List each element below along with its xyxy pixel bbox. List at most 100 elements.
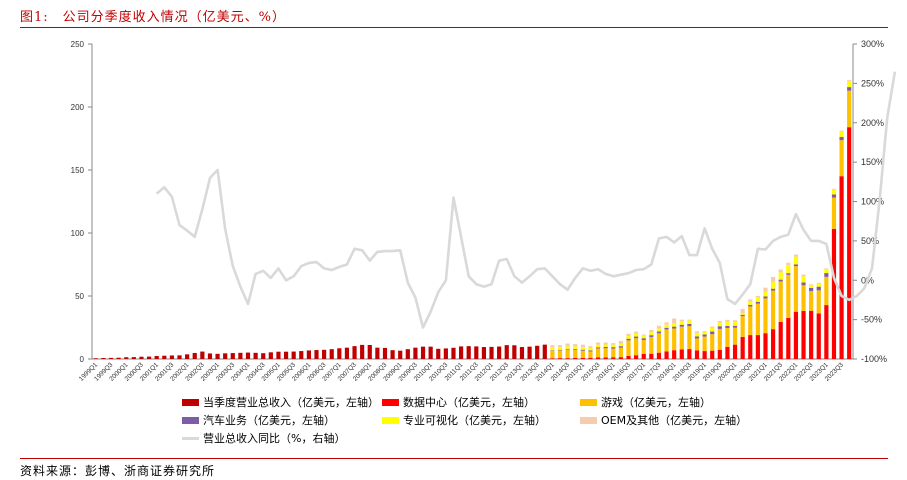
oem-other-bar [771, 276, 776, 283]
legend-item-total-revenue: 当季度营业总收入（亿美元，左轴） [182, 394, 379, 410]
total-revenue-bar [215, 353, 220, 359]
pro-viz-bar [641, 335, 646, 339]
legend-item-yoy-growth: 营业总收入同比（%，右轴） [182, 430, 345, 446]
total-revenue-bar [451, 347, 456, 359]
figure-label: 图1: [20, 10, 49, 25]
total-revenue-bar [238, 352, 243, 359]
pro-viz-bar [573, 346, 578, 349]
legend-swatch [382, 398, 399, 406]
legend-label: 当季度营业总收入（亿美元，左轴） [203, 396, 379, 409]
oem-other-bar [755, 296, 760, 298]
data-center-bar [717, 349, 722, 359]
data-center-bar [740, 336, 745, 359]
pro-viz-bar [557, 347, 563, 350]
left-tick-label: 50 [75, 292, 84, 301]
pro-viz-bar [702, 331, 707, 335]
total-revenue-bar [276, 351, 281, 359]
left-tick-label: 250 [71, 40, 85, 49]
gaming-bar [801, 285, 806, 311]
data-center-bar [824, 305, 829, 359]
pro-viz-bar [748, 301, 753, 305]
oem-other-bar [573, 344, 578, 347]
data-center-bar [649, 353, 654, 359]
left-tick-label: 0 [80, 355, 85, 364]
oem-other-bar [550, 345, 555, 348]
figure-caption: 公司分季度收入情况（亿美元、%） [62, 10, 287, 25]
total-revenue-bar [436, 348, 441, 359]
gaming-bar [588, 351, 593, 358]
pro-viz-bar [656, 328, 662, 332]
pro-viz-bar [687, 320, 692, 324]
oem-other-bar [778, 269, 783, 273]
automotive-bar [748, 304, 753, 307]
data-center-bar [710, 350, 715, 359]
gaming-bar [816, 290, 821, 314]
total-revenue-bar [306, 350, 311, 359]
total-revenue-bar [519, 347, 525, 359]
right-tick-label: -100% [861, 354, 887, 364]
data-center-bar [672, 350, 677, 359]
automotive-bar [618, 346, 623, 348]
pro-viz-bar [809, 285, 814, 288]
gaming-bar [831, 197, 837, 229]
automotive-bar [580, 349, 585, 351]
oem-other-bar [740, 308, 745, 314]
oem-other-bar [641, 334, 646, 336]
data-center-bar [725, 346, 730, 359]
legend-label: 专业可视化（亿美元，左轴） [403, 414, 546, 427]
automotive-bar [732, 325, 738, 328]
oem-other-bar [702, 331, 707, 332]
total-revenue-bar [512, 345, 517, 359]
data-center-bar [839, 176, 844, 359]
total-revenue-bar [405, 349, 410, 359]
gaming-bar [679, 326, 684, 350]
data-center-bar [618, 357, 623, 359]
gaming-bar [611, 348, 616, 358]
oem-other-bar [595, 342, 601, 345]
total-revenue-bar [291, 351, 296, 359]
gaming-bar [656, 333, 662, 353]
oem-other-bar [801, 274, 806, 277]
legend-swatch [382, 416, 399, 424]
oem-other-bar [611, 343, 616, 345]
data-center-bar [611, 357, 616, 359]
right-tick-label: 250% [861, 78, 884, 88]
data-center-bar [679, 349, 684, 359]
legend-swatch [580, 398, 597, 406]
automotive-bar [634, 336, 639, 339]
gaming-bar [595, 348, 601, 358]
gaming-bar [717, 328, 722, 350]
gaming-bar [687, 326, 692, 350]
oem-other-bar [748, 299, 753, 302]
legend-label: 游戏（亿美元，左轴） [601, 396, 711, 409]
pro-viz-bar [565, 346, 570, 349]
legend-label: 营业总收入同比（%，右轴） [203, 432, 346, 445]
yoy-growth-line [155, 71, 897, 329]
total-revenue-bar [481, 347, 487, 359]
automotive-bar [778, 279, 783, 282]
data-center-bar [755, 335, 760, 359]
total-revenue-bar [177, 355, 182, 359]
data-center-bar [847, 127, 852, 359]
gaming-bar [847, 90, 852, 128]
automotive-bar [641, 338, 646, 340]
gaming-bar [603, 348, 608, 358]
gaming-bar [641, 339, 646, 354]
oem-other-bar [816, 282, 821, 284]
pro-viz-bar [801, 276, 806, 283]
pro-viz-bar [771, 282, 776, 289]
total-revenue-bar [428, 346, 433, 359]
data-center-bar [634, 355, 639, 359]
oem-other-bar [687, 319, 692, 321]
oem-other-bar [664, 322, 669, 325]
right-tick-label: 300% [861, 39, 884, 49]
gaming-bar [763, 298, 768, 334]
pro-viz-bar [664, 324, 669, 328]
automotive-bar [755, 301, 760, 304]
data-center-bar [778, 321, 783, 359]
pro-viz-bar [824, 269, 829, 274]
total-revenue-bar [344, 347, 350, 359]
total-revenue-bar [185, 354, 190, 359]
oem-other-bar [656, 325, 662, 329]
pro-viz-bar [710, 327, 715, 332]
